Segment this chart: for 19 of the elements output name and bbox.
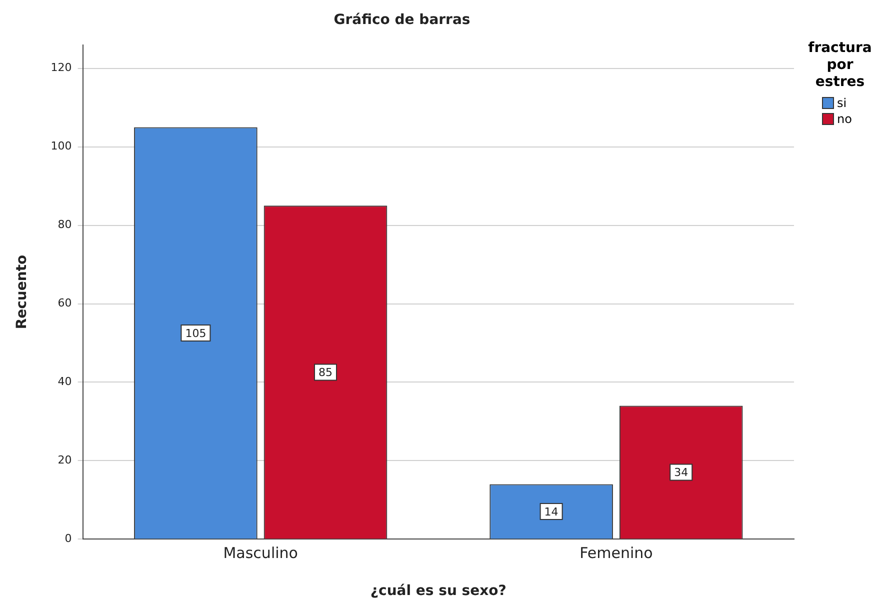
y-tick-label: 120 [50, 61, 72, 74]
data-label: 34 [674, 466, 688, 480]
chart-title: Gráfico de barras [334, 12, 470, 28]
data-label: 105 [185, 326, 206, 340]
data-label: 14 [544, 505, 558, 518]
x-tick-label: Femenino [580, 544, 653, 562]
y-tick-label: 80 [58, 218, 72, 232]
legend-label: no [837, 112, 852, 126]
y-tick-label: 20 [58, 454, 72, 467]
legend-label: si [837, 96, 847, 110]
y-axis-title: Recuento [14, 254, 30, 330]
data-label: 85 [318, 366, 332, 380]
y-tick-label: 100 [50, 140, 72, 153]
x-tick-label: Masculino [223, 544, 298, 562]
x-axis-title: ¿cuál es su sexo? [370, 583, 506, 600]
y-tick-label: 0 [64, 532, 72, 546]
y-tick-label: 60 [58, 296, 72, 310]
legend-title: fractura por estres [807, 40, 873, 91]
y-tick-label: 40 [58, 375, 72, 388]
